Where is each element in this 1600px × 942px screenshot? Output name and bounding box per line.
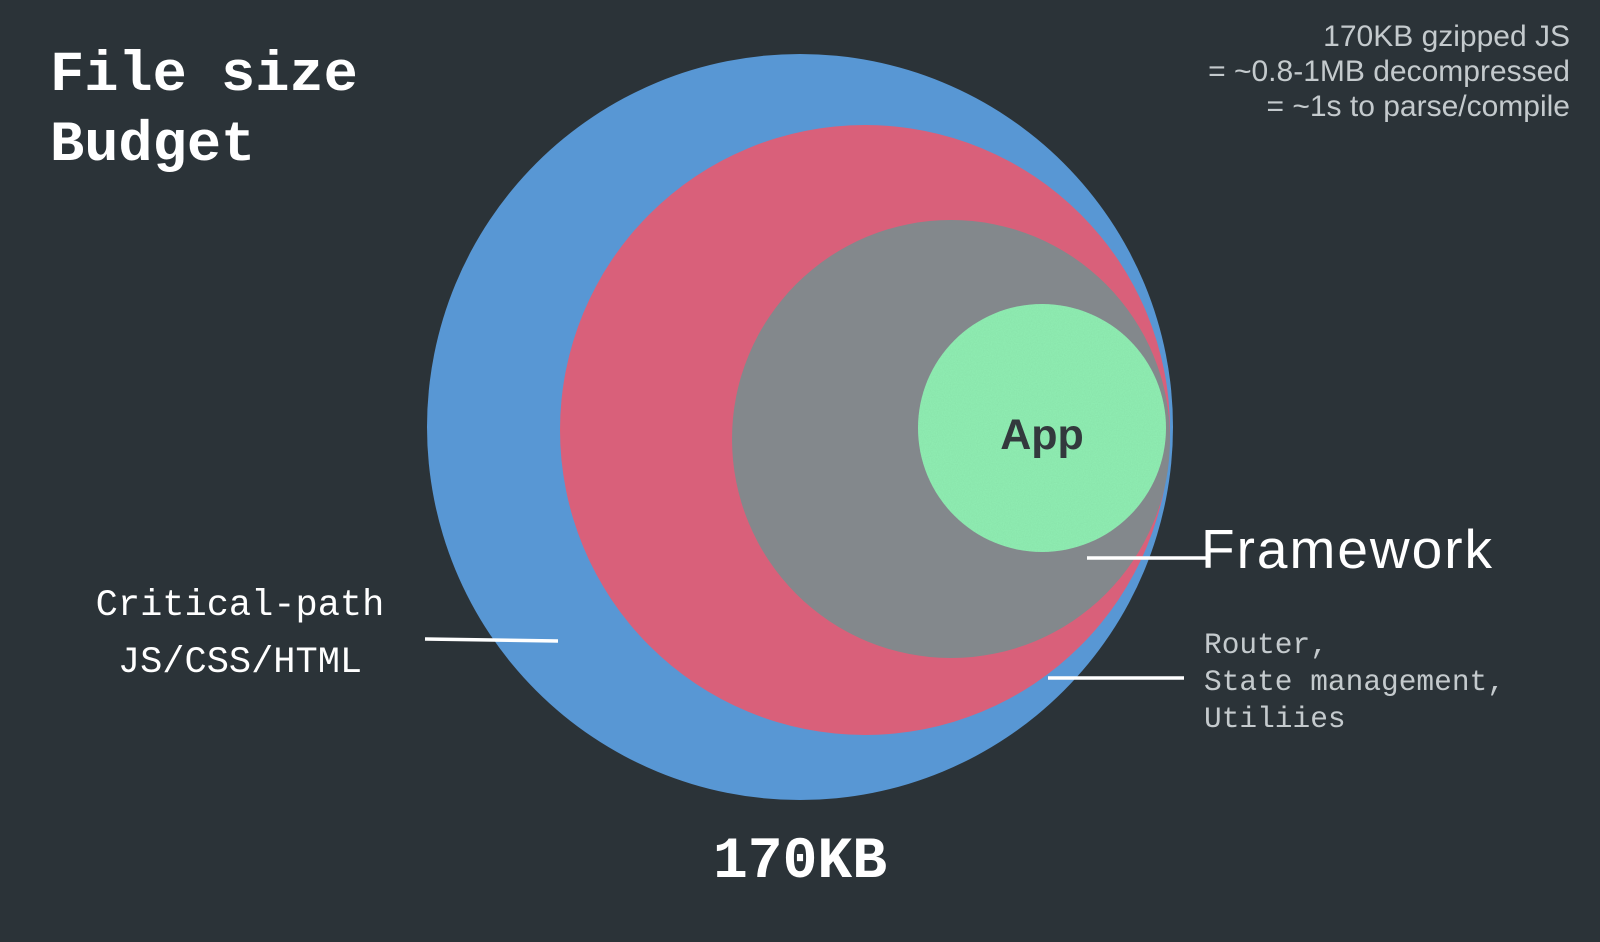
svg-text:App: App [1000, 411, 1084, 459]
